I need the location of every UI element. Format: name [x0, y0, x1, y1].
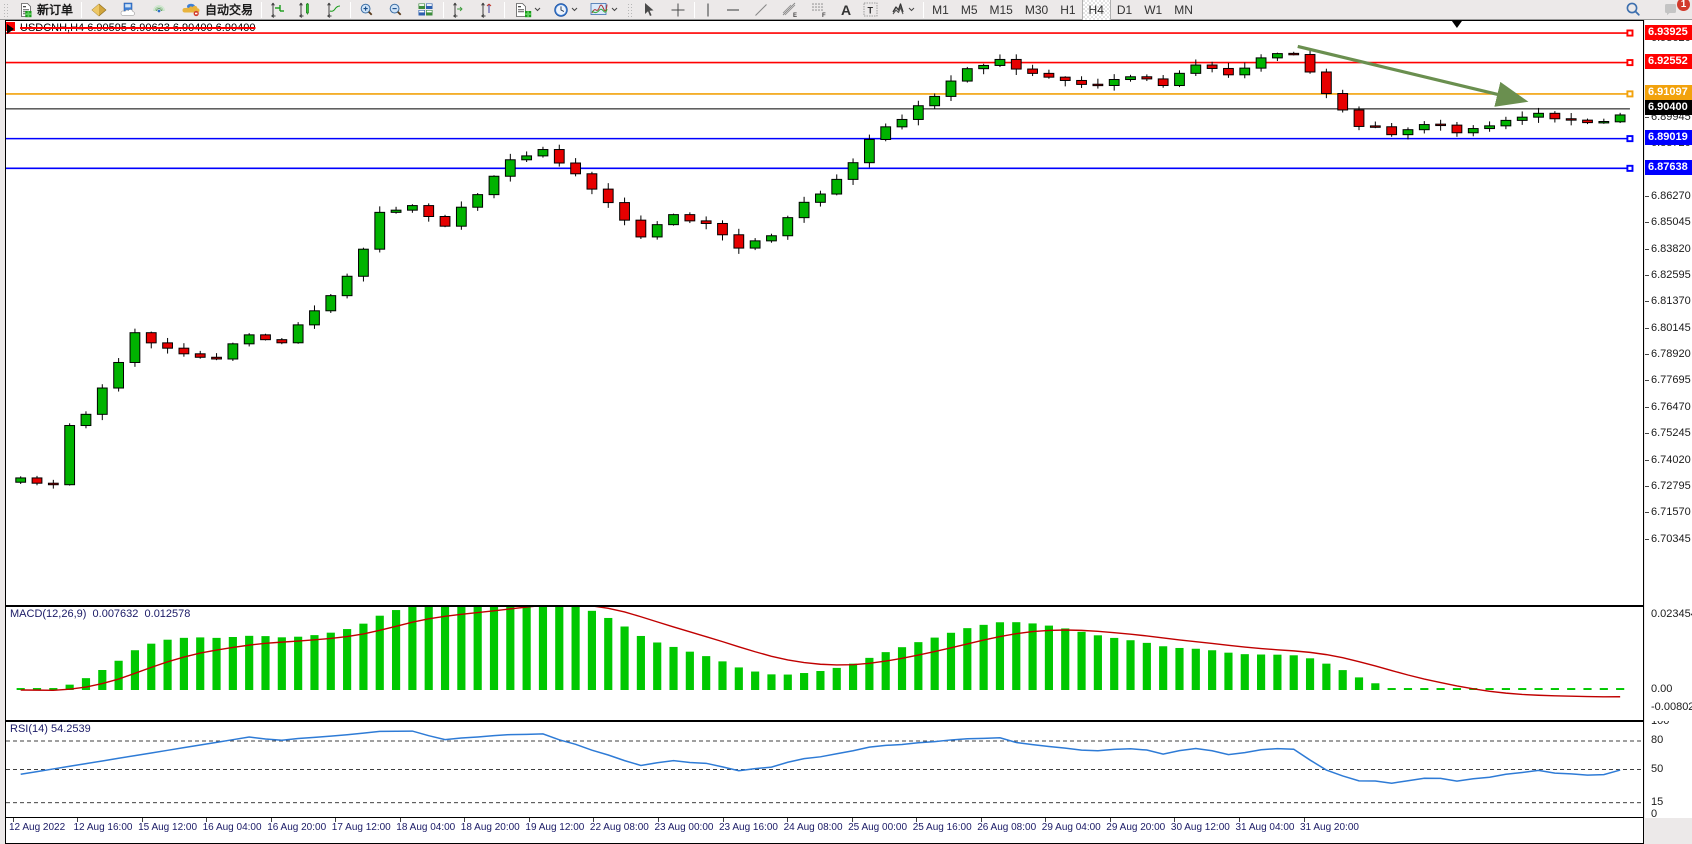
svg-text:T: T — [868, 5, 874, 15]
svg-text:F: F — [822, 13, 826, 18]
svg-text:E: E — [793, 13, 797, 18]
